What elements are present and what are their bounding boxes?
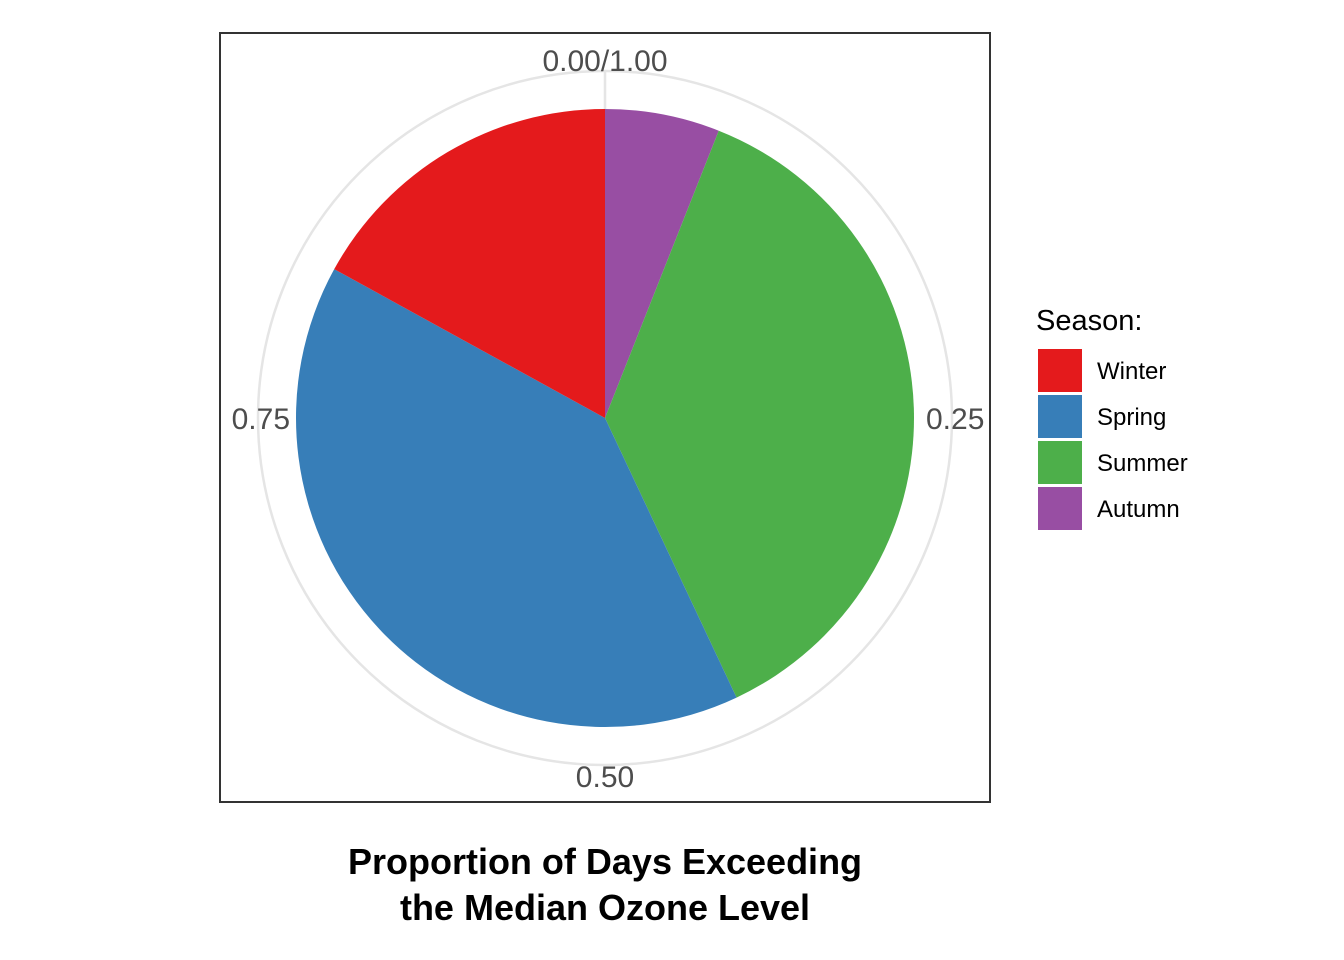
pie-slices (295, 71, 914, 728)
legend-key-summer (1038, 441, 1082, 484)
tick-label-0: 0.00/1.00 (542, 45, 667, 78)
legend-label-spring: Spring (1097, 404, 1166, 431)
chart-title-line-1: Proportion of Days Exceeding (348, 841, 862, 882)
legend-label-autumn: Autumn (1097, 496, 1180, 523)
pie-slice-summer (605, 130, 914, 698)
angular-tick-labels: 0.00/1.00 0.25 0.50 0.75 (232, 45, 985, 794)
legend-label-winter: Winter (1097, 358, 1166, 385)
chart-title: Proportion of Days Exceeding the Median O… (348, 841, 862, 928)
pie-slice-autumn (605, 109, 719, 418)
legend-label-summer: Summer (1097, 450, 1188, 477)
tick-label-2: 0.50 (576, 761, 634, 794)
legend-key-spring (1038, 395, 1082, 438)
chart-title-line-2: the Median Ozone Level (400, 887, 810, 928)
legend-title: Season: (1036, 305, 1142, 337)
pie-slice-spring (295, 269, 737, 728)
legend: Season: Winter Spring Summer Autumn (1036, 305, 1188, 530)
legend-key-winter (1038, 349, 1082, 392)
tick-label-1: 0.25 (926, 403, 984, 436)
legend-key-autumn (1038, 487, 1082, 530)
pie-slice-winter (334, 109, 605, 418)
tick-label-3: 0.75 (232, 403, 290, 436)
